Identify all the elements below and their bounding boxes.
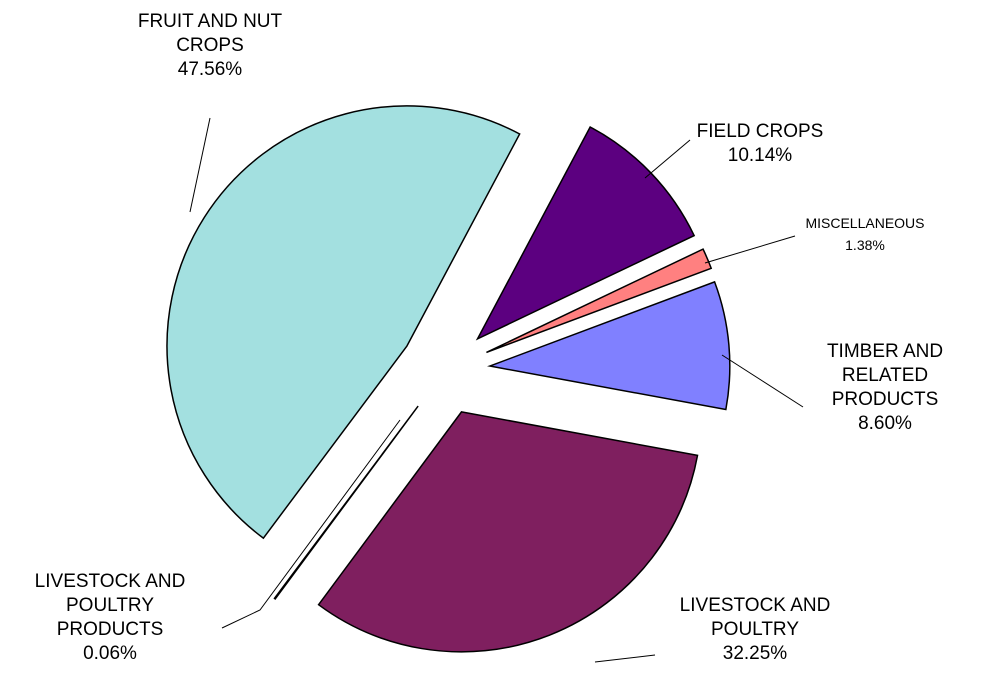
slice-label: MISCELLANEOUS 1.38% xyxy=(765,212,965,256)
slice-name: FIELD CROPS xyxy=(696,121,824,142)
pie-slice xyxy=(317,411,699,653)
slice-name: FRUIT AND NUT CROPS xyxy=(137,11,283,56)
pie-slice xyxy=(487,280,731,411)
slice-value: 8.60% xyxy=(858,413,912,434)
leader-line xyxy=(721,354,804,408)
slice-name: LIVESTOCK AND POULTRY PRODUCTS xyxy=(34,571,186,640)
slice-label: LIVESTOCK AND POULTRY 32.25% xyxy=(650,594,860,666)
leader-line xyxy=(189,117,211,213)
leader-line xyxy=(594,654,656,663)
slice-name: TIMBER AND RELATED PRODUCTS xyxy=(826,341,944,410)
slice-name: LIVESTOCK AND POULTRY xyxy=(679,595,831,640)
slice-value: 10.14% xyxy=(727,145,793,166)
slice-value: 47.56% xyxy=(177,59,243,80)
slice-label: TIMBER AND RELATED PRODUCTS 8.60% xyxy=(800,340,970,436)
leader-line xyxy=(221,419,401,629)
pie-slice xyxy=(166,105,521,540)
slice-label: FRUIT AND NUT CROPS 47.56% xyxy=(115,10,305,82)
slice-value: 1.38% xyxy=(845,237,885,253)
slice-label: FIELD CROPS 10.14% xyxy=(660,120,860,168)
leader-line xyxy=(644,139,691,179)
leader-line xyxy=(704,235,796,264)
slice-value: 32.25% xyxy=(722,643,788,664)
slice-label: LIVESTOCK AND POULTRY PRODUCTS 0.06% xyxy=(20,570,200,666)
pie-slice xyxy=(273,405,419,600)
slice-name: MISCELLANEOUS xyxy=(805,215,925,231)
slice-value: 0.06% xyxy=(83,643,137,664)
pie-slice xyxy=(486,248,713,354)
